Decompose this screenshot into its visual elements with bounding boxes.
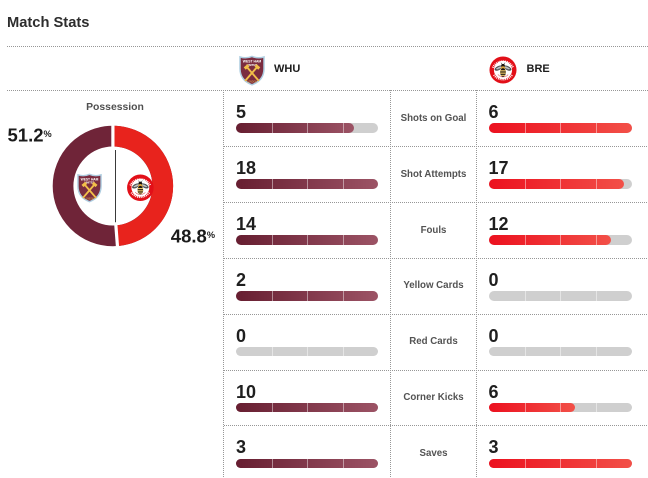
svg-text:LONDON: LONDON (247, 81, 257, 83)
svg-text:WEST HAM: WEST HAM (81, 177, 99, 181)
svg-text:WEST HAM: WEST HAM (243, 60, 262, 64)
svg-text:LONDON: LONDON (85, 198, 95, 200)
svg-text:UNITED: UNITED (84, 180, 94, 184)
svg-text:UNITED: UNITED (247, 63, 258, 67)
